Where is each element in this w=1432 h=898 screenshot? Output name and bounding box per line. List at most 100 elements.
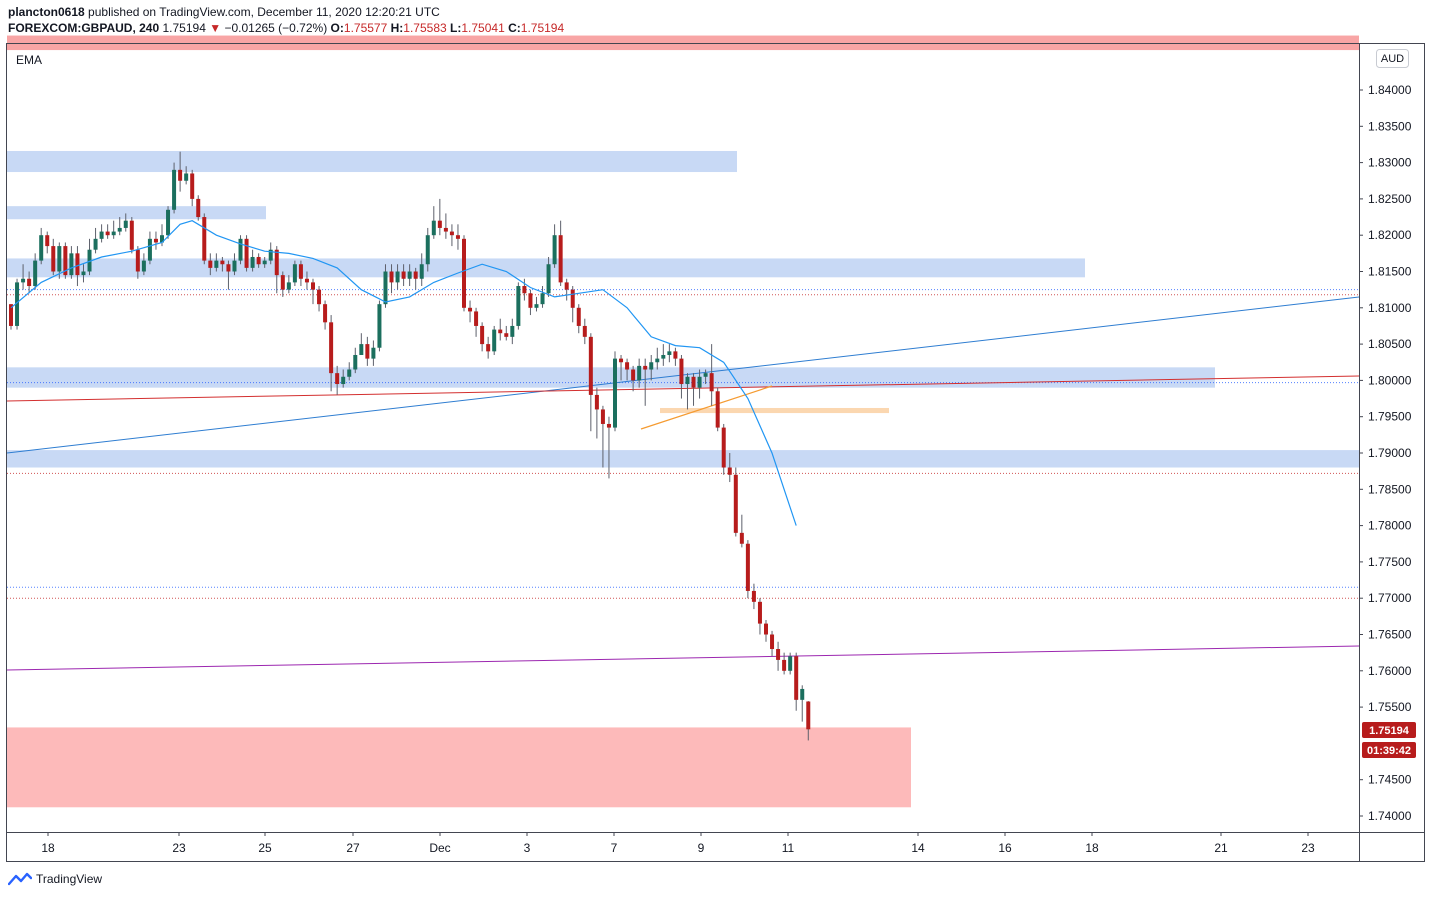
candle[interactable] xyxy=(262,256,267,268)
candle[interactable] xyxy=(776,641,781,671)
candle[interactable] xyxy=(292,260,297,287)
candle[interactable] xyxy=(238,235,243,265)
purple-trendline[interactable] xyxy=(6,645,1360,671)
candle[interactable] xyxy=(480,322,485,352)
candle[interactable] xyxy=(594,387,599,439)
candle[interactable] xyxy=(425,227,430,272)
candle[interactable] xyxy=(166,206,171,239)
candle[interactable] xyxy=(679,354,684,399)
candle[interactable] xyxy=(546,256,551,297)
candle[interactable] xyxy=(751,583,756,610)
candle[interactable] xyxy=(673,347,678,366)
candle[interactable] xyxy=(661,344,666,366)
candle[interactable] xyxy=(806,701,811,741)
candle[interactable] xyxy=(135,246,140,279)
candle[interactable] xyxy=(383,264,388,308)
candle[interactable] xyxy=(250,249,255,272)
candle[interactable] xyxy=(619,354,624,381)
candle[interactable] xyxy=(147,231,152,265)
time-axis[interactable]: 18 23 25 27 Dec 3 7 9 11 14 16 18 21 23 xyxy=(41,832,1315,855)
candle[interactable] xyxy=(311,278,315,305)
candle[interactable] xyxy=(649,354,654,381)
candle[interactable] xyxy=(208,253,213,276)
candle[interactable] xyxy=(196,195,201,221)
publisher-name[interactable]: plancton0618 xyxy=(8,5,85,19)
candle[interactable] xyxy=(401,264,406,287)
candle[interactable] xyxy=(232,253,237,276)
candle[interactable] xyxy=(443,213,448,239)
candle[interactable] xyxy=(455,224,460,250)
candle[interactable] xyxy=(371,340,376,366)
candles-layer[interactable] xyxy=(9,151,811,741)
candle[interactable] xyxy=(643,358,648,406)
candle[interactable] xyxy=(341,369,346,388)
candle[interactable] xyxy=(504,325,509,341)
candle[interactable] xyxy=(202,213,207,265)
candle[interactable] xyxy=(45,231,50,254)
candle[interactable] xyxy=(588,333,593,432)
candle[interactable] xyxy=(123,213,128,232)
candle[interactable] xyxy=(39,227,44,265)
candle[interactable] xyxy=(141,253,146,276)
candle[interactable] xyxy=(389,264,394,294)
price-axis[interactable]: 1.84000 1.83500 1.83000 1.82500 1.82000 1.815… xyxy=(1359,83,1412,823)
candle[interactable] xyxy=(522,278,527,301)
candle[interactable] xyxy=(365,336,370,366)
candle[interactable] xyxy=(576,304,581,334)
candle[interactable] xyxy=(745,540,750,599)
candle[interactable] xyxy=(540,286,545,308)
candle[interactable] xyxy=(407,264,412,287)
candle[interactable] xyxy=(534,296,539,312)
candle[interactable] xyxy=(274,246,279,294)
brand-footer[interactable]: TradingView xyxy=(8,872,102,886)
candle[interactable] xyxy=(81,264,86,283)
candle[interactable] xyxy=(117,217,122,236)
orange-trendline[interactable] xyxy=(640,385,773,430)
candle[interactable] xyxy=(600,405,605,468)
candle[interactable] xyxy=(226,260,231,290)
indicator-label[interactable]: EMA xyxy=(16,53,42,67)
candle[interactable] xyxy=(431,206,436,239)
candle[interactable] xyxy=(105,224,110,239)
candle[interactable] xyxy=(15,278,20,330)
candle[interactable] xyxy=(727,453,732,483)
candle[interactable] xyxy=(516,282,521,330)
candle[interactable] xyxy=(703,369,708,385)
candle[interactable] xyxy=(21,264,26,290)
candle[interactable] xyxy=(214,253,219,272)
symbol-name[interactable]: FOREXCOM:GBPAUD, 240 xyxy=(8,21,160,35)
candle[interactable] xyxy=(564,278,569,301)
candle[interactable] xyxy=(631,365,636,392)
candle[interactable] xyxy=(298,260,303,287)
candle[interactable] xyxy=(323,300,328,330)
candle[interactable] xyxy=(99,224,104,243)
candle[interactable] xyxy=(178,151,183,192)
candle[interactable] xyxy=(87,238,92,276)
candle[interactable] xyxy=(558,220,563,287)
candle[interactable] xyxy=(184,166,189,185)
candle[interactable] xyxy=(129,217,134,254)
candle[interactable] xyxy=(33,253,38,290)
candle[interactable] xyxy=(377,300,382,352)
candle[interactable] xyxy=(359,333,364,355)
candle[interactable] xyxy=(757,598,762,635)
candle[interactable] xyxy=(474,307,479,337)
candle[interactable] xyxy=(51,238,56,276)
candle[interactable] xyxy=(709,344,714,406)
candle[interactable] xyxy=(655,347,660,370)
candle[interactable] xyxy=(57,242,62,279)
candle[interactable] xyxy=(637,358,642,388)
candle[interactable] xyxy=(582,318,587,345)
candle[interactable] xyxy=(468,300,473,323)
candle[interactable] xyxy=(317,286,322,312)
candle[interactable] xyxy=(63,242,68,279)
candle[interactable] xyxy=(570,286,575,323)
candle[interactable] xyxy=(419,253,424,287)
candle[interactable] xyxy=(606,416,611,479)
candle[interactable] xyxy=(498,318,503,341)
candle[interactable] xyxy=(794,652,799,711)
candle[interactable] xyxy=(329,315,334,392)
candle[interactable] xyxy=(437,198,442,236)
candle[interactable] xyxy=(462,235,466,312)
candle[interactable] xyxy=(286,275,291,294)
